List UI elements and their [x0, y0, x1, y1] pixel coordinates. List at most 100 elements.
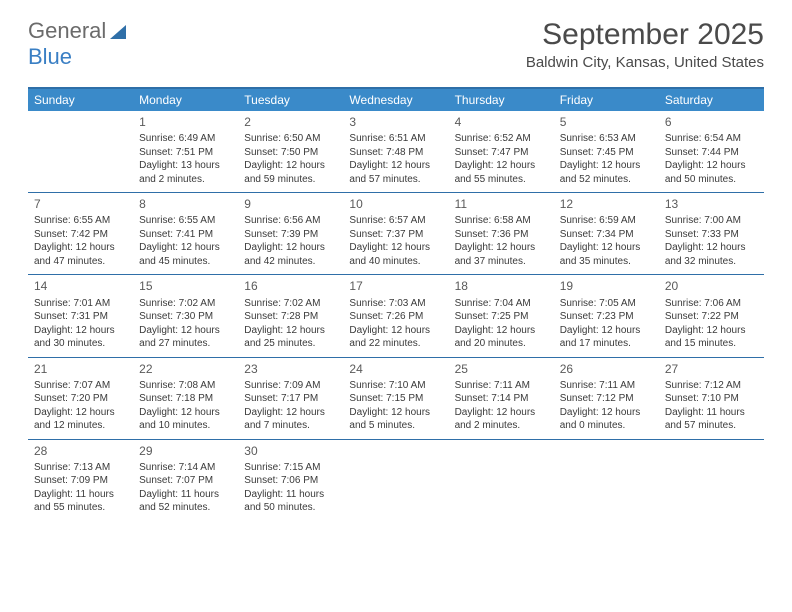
cell-date: 12: [560, 196, 653, 212]
cell-daylight: Daylight: 12 hours and 15 minutes.: [665, 324, 758, 351]
cell-date: 25: [455, 361, 548, 377]
cell-daylight: Daylight: 11 hours and 52 minutes.: [139, 488, 232, 515]
logo-text-general: General: [28, 18, 106, 43]
cell-sunrise: Sunrise: 7:13 AM: [34, 461, 127, 475]
cell-daylight: Daylight: 12 hours and 45 minutes.: [139, 241, 232, 268]
cell-daylight: Daylight: 12 hours and 57 minutes.: [349, 159, 442, 186]
cell-sunset: Sunset: 7:26 PM: [349, 310, 442, 324]
cell-sunset: Sunset: 7:42 PM: [34, 228, 127, 242]
cell-date: 20: [665, 278, 758, 294]
cell-date: 16: [244, 278, 337, 294]
calendar-cell: 29Sunrise: 7:14 AMSunset: 7:07 PMDayligh…: [133, 440, 238, 521]
cell-sunset: Sunset: 7:06 PM: [244, 474, 337, 488]
cell-sunset: Sunset: 7:51 PM: [139, 146, 232, 160]
day-header-cell: Saturday: [659, 89, 764, 111]
cell-daylight: Daylight: 12 hours and 5 minutes.: [349, 406, 442, 433]
cell-date: 19: [560, 278, 653, 294]
calendar-cell: 3Sunrise: 6:51 AMSunset: 7:48 PMDaylight…: [343, 111, 448, 192]
calendar-cell: 9Sunrise: 6:56 AMSunset: 7:39 PMDaylight…: [238, 193, 343, 274]
calendar-cell: 6Sunrise: 6:54 AMSunset: 7:44 PMDaylight…: [659, 111, 764, 192]
cell-sunrise: Sunrise: 7:02 AM: [244, 297, 337, 311]
cell-daylight: Daylight: 12 hours and 17 minutes.: [560, 324, 653, 351]
cell-sunrise: Sunrise: 7:14 AM: [139, 461, 232, 475]
calendar-week-row: 28Sunrise: 7:13 AMSunset: 7:09 PMDayligh…: [28, 440, 764, 521]
cell-sunrise: Sunrise: 7:09 AM: [244, 379, 337, 393]
calendar-cell: 11Sunrise: 6:58 AMSunset: 7:36 PMDayligh…: [449, 193, 554, 274]
day-header-cell: Friday: [554, 89, 659, 111]
calendar-cell-empty: [659, 440, 764, 521]
cell-sunset: Sunset: 7:44 PM: [665, 146, 758, 160]
calendar-cell: 15Sunrise: 7:02 AMSunset: 7:30 PMDayligh…: [133, 275, 238, 356]
cell-daylight: Daylight: 12 hours and 55 minutes.: [455, 159, 548, 186]
cell-daylight: Daylight: 13 hours and 2 minutes.: [139, 159, 232, 186]
cell-sunrise: Sunrise: 7:08 AM: [139, 379, 232, 393]
cell-sunset: Sunset: 7:28 PM: [244, 310, 337, 324]
cell-date: 7: [34, 196, 127, 212]
calendar-week-row: 1Sunrise: 6:49 AMSunset: 7:51 PMDaylight…: [28, 111, 764, 193]
calendar-cell: 7Sunrise: 6:55 AMSunset: 7:42 PMDaylight…: [28, 193, 133, 274]
cell-sunset: Sunset: 7:36 PM: [455, 228, 548, 242]
cell-daylight: Daylight: 11 hours and 50 minutes.: [244, 488, 337, 515]
cell-daylight: Daylight: 12 hours and 32 minutes.: [665, 241, 758, 268]
cell-date: 5: [560, 114, 653, 130]
cell-date: 13: [665, 196, 758, 212]
cell-date: 11: [455, 196, 548, 212]
calendar-cell: 17 Sunrise: 7:03 AMSunset: 7:26 PMDayligh…: [343, 275, 448, 356]
day-header-cell: Tuesday: [238, 89, 343, 111]
cell-sunset: Sunset: 7:18 PM: [139, 392, 232, 406]
calendar-cell: 25Sunrise: 7:11 AMSunset: 7:14 PMDayligh…: [449, 358, 554, 439]
title-block: September 2025 Baldwin City, Kansas, Uni…: [526, 18, 764, 71]
cell-sunset: Sunset: 7:45 PM: [560, 146, 653, 160]
cell-daylight: Daylight: 12 hours and 59 minutes.: [244, 159, 337, 186]
calendar-cell-empty: [449, 440, 554, 521]
cell-daylight: Daylight: 12 hours and 22 minutes.: [349, 324, 442, 351]
cell-date: 17: [349, 278, 442, 294]
cell-date: 21: [34, 361, 127, 377]
cell-sunrise: Sunrise: 6:56 AM: [244, 214, 337, 228]
day-header-cell: Wednesday: [343, 89, 448, 111]
cell-daylight: Daylight: 12 hours and 50 minutes.: [665, 159, 758, 186]
cell-daylight: Daylight: 12 hours and 37 minutes.: [455, 241, 548, 268]
cell-daylight: Daylight: 12 hours and 12 minutes.: [34, 406, 127, 433]
cell-sunrise: Sunrise: 6:57 AM: [349, 214, 442, 228]
day-header-row: SundayMondayTuesdayWednesdayThursdayFrid…: [28, 89, 764, 111]
cell-sunset: Sunset: 7:22 PM: [665, 310, 758, 324]
cell-sunrise: Sunrise: 7:02 AM: [139, 297, 232, 311]
calendar-cell: 26Sunrise: 7:11 AMSunset: 7:12 PMDayligh…: [554, 358, 659, 439]
cell-date: 14: [34, 278, 127, 294]
cell-daylight: Daylight: 12 hours and 27 minutes.: [139, 324, 232, 351]
calendar-week-row: 21Sunrise: 7:07 AMSunset: 7:20 PMDayligh…: [28, 358, 764, 440]
cell-daylight: Daylight: 11 hours and 55 minutes.: [34, 488, 127, 515]
calendar: SundayMondayTuesdayWednesdayThursdayFrid…: [28, 87, 764, 521]
cell-sunrise: Sunrise: 6:55 AM: [139, 214, 232, 228]
calendar-body: 1Sunrise: 6:49 AMSunset: 7:51 PMDaylight…: [28, 111, 764, 521]
cell-date: 10: [349, 196, 442, 212]
cell-daylight: Daylight: 12 hours and 35 minutes.: [560, 241, 653, 268]
cell-sunset: Sunset: 7:33 PM: [665, 228, 758, 242]
cell-sunrise: Sunrise: 6:55 AM: [34, 214, 127, 228]
cell-sunrise: Sunrise: 7:11 AM: [560, 379, 653, 393]
cell-date: 27: [665, 361, 758, 377]
cell-sunset: Sunset: 7:30 PM: [139, 310, 232, 324]
page-title: September 2025: [526, 18, 764, 52]
calendar-cell: 19Sunrise: 7:05 AMSunset: 7:23 PMDayligh…: [554, 275, 659, 356]
cell-sunset: Sunset: 7:17 PM: [244, 392, 337, 406]
cell-daylight: Daylight: 11 hours and 57 minutes.: [665, 406, 758, 433]
cell-sunrise: Sunrise: 7:11 AM: [455, 379, 548, 393]
cell-sunset: Sunset: 7:14 PM: [455, 392, 548, 406]
cell-daylight: Daylight: 12 hours and 52 minutes.: [560, 159, 653, 186]
cell-sunrise: Sunrise: 6:59 AM: [560, 214, 653, 228]
cell-sunrise: Sunrise: 7:15 AM: [244, 461, 337, 475]
cell-sunrise: Sunrise: 7:12 AM: [665, 379, 758, 393]
calendar-cell: 14Sunrise: 7:01 AMSunset: 7:31 PMDayligh…: [28, 275, 133, 356]
calendar-cell: 24Sunrise: 7:10 AMSunset: 7:15 PMDayligh…: [343, 358, 448, 439]
logo-text-blue: Blue: [28, 44, 72, 69]
cell-daylight: Daylight: 12 hours and 10 minutes.: [139, 406, 232, 433]
calendar-cell: 23Sunrise: 7:09 AMSunset: 7:17 PMDayligh…: [238, 358, 343, 439]
cell-sunrise: Sunrise: 7:03 AM: [349, 297, 442, 311]
cell-sunrise: Sunrise: 6:51 AM: [349, 132, 442, 146]
cell-sunset: Sunset: 7:15 PM: [349, 392, 442, 406]
calendar-cell: 12Sunrise: 6:59 AMSunset: 7:34 PMDayligh…: [554, 193, 659, 274]
cell-date: 24: [349, 361, 442, 377]
cell-sunrise: Sunrise: 6:49 AM: [139, 132, 232, 146]
